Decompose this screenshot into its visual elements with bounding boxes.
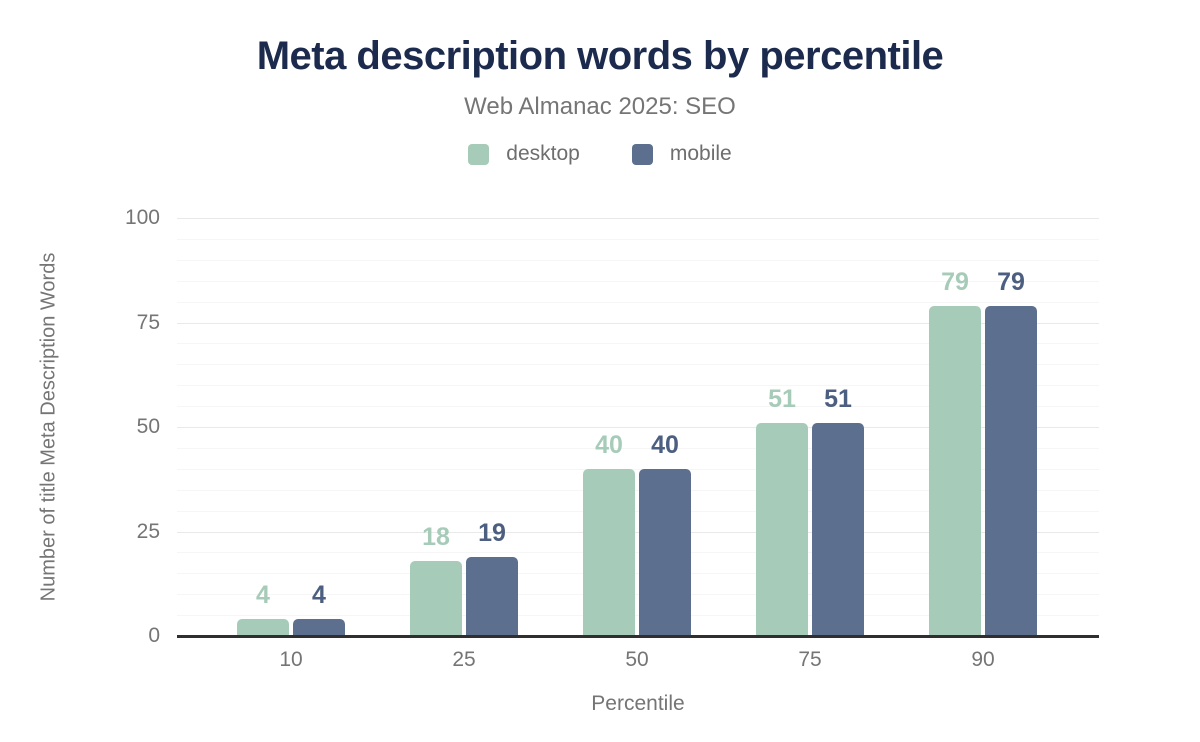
y-tick-label: 0: [148, 624, 160, 647]
y-tick-label: 50: [136, 415, 160, 438]
chart-title: Meta description words by percentile: [256, 34, 944, 78]
legend-item-mobile[interactable]: mobile: [631, 142, 732, 166]
desktop-bar[interactable]: [237, 619, 289, 636]
mobile-bar[interactable]: [812, 422, 864, 636]
mobile-value-label: 51: [824, 384, 852, 413]
minor-gridline: [177, 385, 1099, 387]
minor-gridline: [177, 343, 1099, 345]
mobile-bar[interactable]: [466, 556, 518, 636]
y-tick-label: 75: [136, 310, 160, 334]
x-tick-label: 50: [625, 648, 649, 671]
y-tick-label: 25: [136, 519, 160, 543]
desktop-value-label: 51: [768, 384, 796, 413]
mobile-value-label: 4: [312, 581, 326, 610]
mobile-value-label: 79: [997, 267, 1025, 296]
mobile-bar[interactable]: [639, 468, 691, 636]
desktop-value-label: 4: [256, 581, 270, 610]
mobile-value-label: 40: [651, 430, 679, 459]
major-gridline: [177, 531, 1099, 533]
mobile-bar[interactable]: [985, 305, 1037, 636]
legend-label-desktop: desktop: [506, 142, 580, 165]
legend-item-desktop[interactable]: desktop: [468, 142, 580, 166]
mobile-swatch-icon: [631, 143, 653, 165]
minor-gridline: [177, 615, 1099, 617]
minor-gridline: [177, 468, 1099, 470]
minor-gridline: [177, 259, 1099, 261]
x-tick-label: 10: [279, 648, 303, 671]
major-gridline: [177, 427, 1099, 428]
x-tick-label: 75: [798, 648, 822, 671]
minor-gridline: [177, 510, 1099, 512]
y-tick-label: 100: [124, 206, 160, 229]
minor-gridline: [177, 489, 1099, 491]
minor-gridline: [177, 573, 1099, 575]
minor-gridline: [177, 594, 1099, 596]
desktop-swatch-icon: [468, 143, 490, 165]
desktop-value-label: 18: [422, 522, 450, 551]
major-gridline: [177, 322, 1099, 324]
chart-subtitle: Web Almanac 2025: SEO: [464, 93, 736, 120]
major-gridline: [177, 218, 1099, 219]
desktop-bar[interactable]: [583, 468, 635, 636]
x-axis-line: [177, 635, 1099, 638]
x-tick-label: 25: [452, 648, 476, 671]
legend-label-mobile: mobile: [669, 142, 732, 165]
x-tick-label: 90: [971, 648, 995, 671]
minor-gridline: [177, 364, 1099, 366]
minor-gridline: [177, 552, 1099, 554]
minor-gridline: [177, 301, 1099, 303]
x-axis-title: Percentile: [591, 692, 685, 715]
legend: desktop mobile: [0, 142, 1200, 166]
mobile-value-label: 19: [478, 518, 506, 547]
minor-gridline: [177, 238, 1099, 240]
mobile-bar[interactable]: [293, 619, 345, 636]
minor-gridline: [177, 280, 1099, 282]
desktop-value-label: 79: [941, 267, 969, 296]
desktop-bar[interactable]: [410, 560, 462, 636]
minor-gridline: [177, 406, 1099, 408]
minor-gridline: [177, 447, 1099, 449]
desktop-bar[interactable]: [756, 422, 808, 636]
desktop-value-label: 40: [595, 430, 623, 459]
desktop-bar[interactable]: [929, 305, 981, 636]
